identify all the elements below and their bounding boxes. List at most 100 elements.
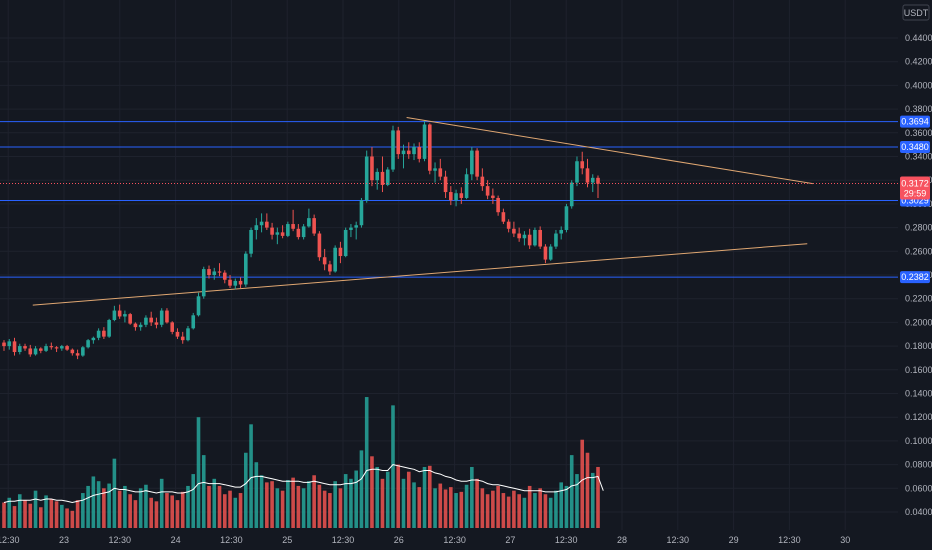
candle-body: [238, 280, 243, 285]
candle-body: [527, 234, 532, 246]
volume-bar: [280, 490, 285, 528]
candle-body: [280, 232, 285, 236]
volume-bar: [165, 493, 169, 528]
volume-bar: [75, 500, 80, 528]
volume-bar: [38, 507, 43, 528]
volume-bar: [590, 472, 595, 528]
volume-bar: [554, 490, 558, 528]
candle-body: [517, 233, 521, 239]
candle-body: [328, 264, 332, 272]
volume-bar: [128, 494, 132, 528]
y-tick-label: 0.0400: [905, 507, 932, 517]
volume-bar: [286, 480, 290, 528]
candle-body: [575, 161, 579, 183]
volume-bar: [548, 497, 553, 528]
candle-body: [385, 169, 390, 185]
candle-body: [438, 168, 443, 177]
volume-bar: [433, 488, 437, 528]
candle-body: [317, 233, 322, 258]
candle-body: [412, 147, 416, 155]
volume-bar: [170, 495, 175, 528]
candle-body: [86, 340, 90, 348]
volume-bar: [596, 466, 600, 528]
volume-bar: [459, 491, 464, 528]
candle-body: [543, 246, 548, 260]
volume-bar: [7, 497, 12, 528]
x-tick-label: 12:30: [443, 535, 466, 545]
candle-body: [449, 192, 453, 201]
candle-body: [2, 342, 6, 347]
volume-bar: [149, 497, 153, 528]
volume-bar: [512, 490, 516, 528]
volume-bar: [238, 493, 243, 528]
candle-body: [49, 346, 54, 348]
volume-bar: [580, 439, 585, 528]
currency-badge: [902, 4, 930, 21]
candle-body: [212, 271, 217, 275]
horizontal-levels[interactable]: [0, 121, 898, 278]
volume-bar: [296, 485, 301, 528]
volume-bar: [312, 475, 316, 528]
volume-bar: [396, 464, 401, 528]
volume-bar: [328, 493, 332, 528]
candle-body: [96, 330, 101, 338]
volume-bar: [370, 456, 374, 528]
candle-body: [354, 225, 358, 228]
candle-body: [512, 228, 516, 234]
candle-body: [301, 226, 306, 238]
candle-body: [569, 182, 574, 207]
volume-bar: [254, 462, 259, 528]
volume-bar: [144, 484, 148, 528]
volume-bar: [117, 490, 122, 528]
candle-body: [222, 272, 227, 280]
volume-bar: [107, 483, 111, 528]
volume-bar: [186, 485, 190, 528]
current-price-label: 0.3172: [901, 179, 929, 189]
volume-bar: [585, 452, 590, 528]
volume-bar: [307, 481, 311, 528]
candle-body: [81, 347, 85, 356]
y-tick-label: 0.4000: [905, 80, 932, 90]
candle-body: [459, 193, 464, 198]
volume-bar: [417, 487, 422, 528]
volume-moving-average: [3, 464, 604, 504]
volume-bar: [138, 488, 143, 528]
candle-body: [312, 218, 316, 234]
volume-bar: [33, 490, 38, 528]
candle-body: [370, 156, 374, 181]
volume-bar: [438, 483, 443, 528]
y-tick-label: 0.0600: [905, 483, 932, 493]
candle-body: [33, 348, 38, 355]
time-axis[interactable]: 12:30 23 12:30 24 12:30 25 12:30 26 12:30 27 12:30…: [0, 535, 850, 545]
candle-body: [165, 310, 169, 323]
volume-bar: [449, 487, 453, 528]
volume-bar: [60, 504, 64, 528]
volume-bar: [96, 481, 101, 528]
candle-body: [233, 280, 238, 286]
y-tick-label: 0.1800: [905, 341, 932, 351]
candle-body: [175, 331, 180, 337]
candle-body: [65, 346, 69, 350]
y-tick-label: 0.1400: [905, 389, 932, 399]
candle-body: [154, 322, 159, 325]
volume-bar: [506, 496, 511, 528]
volume-bar: [317, 484, 322, 528]
volume-bar: [191, 474, 196, 528]
y-tick-label: 0.3800: [905, 104, 932, 114]
volume-bar: [49, 498, 54, 528]
x-tick-label: 12:30: [220, 535, 243, 545]
candle-body: [443, 176, 448, 193]
candle-body: [522, 234, 527, 239]
trendlines[interactable]: [32, 117, 813, 306]
x-tick-label: 25: [282, 535, 292, 545]
volume-bar: [575, 474, 579, 528]
volume-bar: [533, 493, 537, 528]
volume-bar: [201, 455, 206, 528]
candle-body: [548, 246, 553, 260]
volume-bar: [112, 458, 117, 528]
volume-bar: [228, 490, 232, 528]
volume-bar: [244, 452, 248, 528]
volume-bar: [233, 497, 238, 528]
